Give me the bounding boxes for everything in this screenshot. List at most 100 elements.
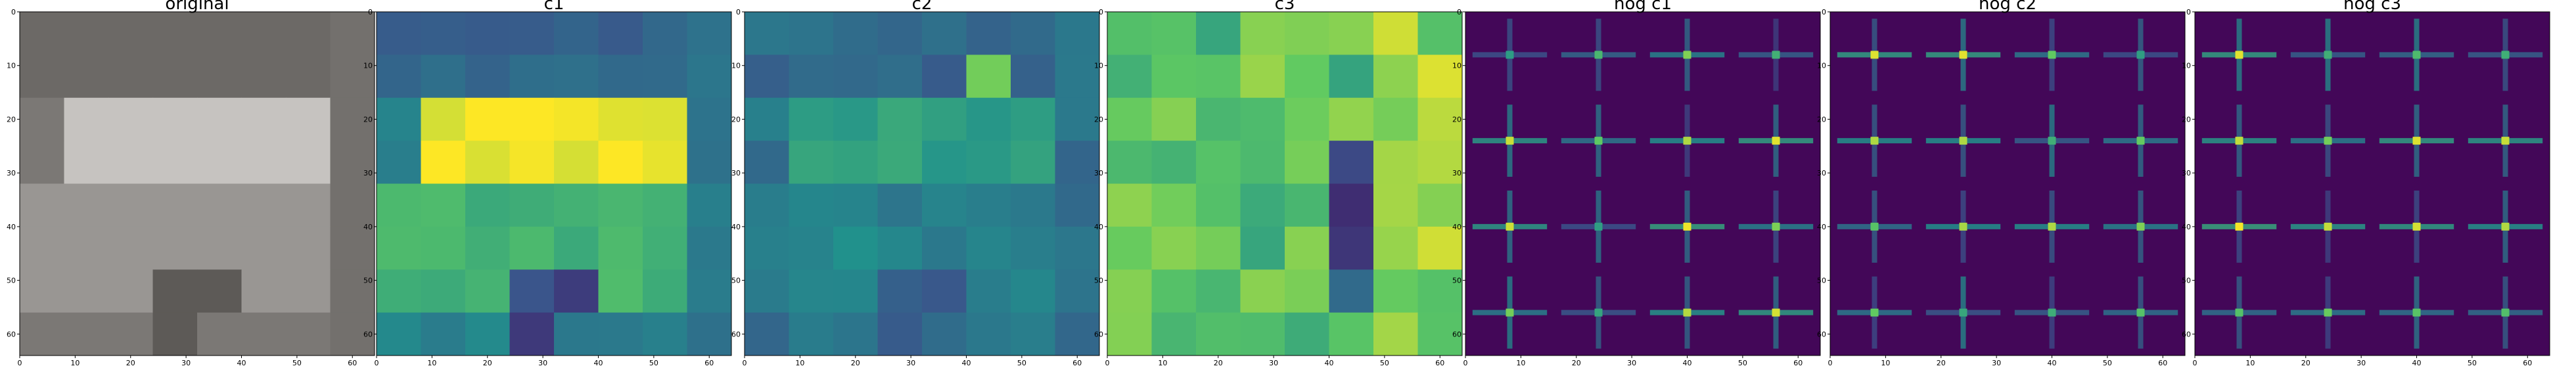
heatmap-cell (1417, 141, 1463, 184)
heatmap-cell (833, 55, 878, 99)
x-tick-label: 30 (538, 359, 547, 367)
hog-peak (2235, 51, 2243, 59)
x-tick-label: 10 (795, 359, 804, 367)
heatmap-cell (643, 141, 687, 184)
heatmap-cell (509, 12, 555, 55)
heatmap-cell (20, 12, 64, 55)
y-tick-label: 20 (1094, 115, 1103, 124)
heatmap-cell (745, 12, 789, 55)
heatmap-cell (330, 183, 375, 227)
heatmap-cell (877, 312, 923, 356)
x-tick-label: 0 (1105, 359, 1110, 367)
panel-title: c1 (544, 0, 564, 14)
panel-4: c3 0 10 20 30 40 50 60 0 10 20 30 40 50 60 (1094, 0, 1463, 367)
heatmap-cell (286, 141, 331, 184)
heatmap-cell (1329, 312, 1374, 356)
panel-5: hog c1 0 10 20 30 40 50 60 0 10 20 30 40 50 60 (1452, 0, 1821, 367)
heatmap-cell (509, 183, 555, 227)
heatmap-cell (377, 269, 421, 313)
heatmap-cell (554, 312, 599, 356)
panel-title: c3 (1275, 0, 1295, 14)
x-tick-label: 0 (1463, 359, 1468, 367)
x-tick-label: 10 (427, 359, 436, 367)
hog-peak (1683, 137, 1691, 145)
heatmap-cell (922, 183, 967, 227)
y-tick-label: 20 (7, 115, 16, 124)
heatmap-cell (1151, 269, 1197, 313)
heatmap-cell (1373, 141, 1418, 184)
heatmap-cell (197, 55, 242, 99)
heatmap-cell (643, 312, 687, 356)
heatmap-cell (1240, 269, 1285, 313)
x-tick-label: 0 (1828, 359, 1833, 367)
heatmap-cell (108, 183, 153, 227)
x-tick-label: 60 (704, 359, 714, 367)
heatmap-cell (554, 141, 599, 184)
x-tick-label: 60 (1793, 359, 1803, 367)
heatmap-cell (1196, 226, 1241, 270)
heatmap-cell (1151, 183, 1197, 227)
heatmap-cell (1417, 183, 1463, 227)
heatmap-cell (833, 312, 878, 356)
hog-peak (2412, 137, 2421, 145)
heatmap-cell (1240, 97, 1285, 141)
heatmap-cell (421, 55, 466, 99)
x-tick-label: 40 (594, 359, 603, 367)
axes-frame (1107, 11, 1463, 356)
heatmap-cell (687, 141, 732, 184)
heatmap-cell (1240, 312, 1285, 356)
hog-peak (1870, 222, 1879, 231)
heatmap-cell (687, 226, 732, 270)
x-tick-label: 10 (2245, 359, 2255, 367)
heatmap-cell (20, 269, 64, 313)
y-tick-label: 20 (2182, 115, 2191, 124)
y-tick-label: 50 (1817, 277, 1826, 285)
heatmap-cell (465, 141, 510, 184)
heatmap-cell (20, 226, 64, 270)
heatmap-cell (1107, 183, 1152, 227)
x-tick-label: 30 (1269, 359, 1278, 367)
heatmap-cell (554, 55, 599, 99)
hog-peak (2136, 137, 2145, 145)
x-tick-label: 50 (1017, 359, 1026, 367)
heatmap-cell (108, 226, 153, 270)
y-tick-label: 30 (2182, 169, 2191, 177)
heatmap-cell (1329, 269, 1374, 313)
heatmap-cell (833, 141, 878, 184)
y-tick-label: 60 (7, 330, 16, 338)
panel-7: hog c3 0 10 20 30 40 50 60 0 10 20 30 40 50 60 (2182, 0, 2550, 367)
heatmap-cell (789, 12, 834, 55)
heatmap-cell (152, 183, 198, 227)
heatmap-cell (833, 226, 878, 270)
heatmap-cell (554, 12, 599, 55)
heatmap-cell (20, 97, 64, 141)
heatmap-cell (833, 97, 878, 141)
x-tick-label: 0 (375, 359, 379, 367)
hog-peak (1506, 222, 1514, 231)
heatmap-cell (598, 55, 643, 99)
heatmap-cell (643, 269, 687, 313)
heatmap-cell (377, 12, 421, 55)
y-tick-label: 30 (363, 169, 373, 177)
panel-title: hog c3 (2343, 0, 2401, 14)
heatmap-cell (789, 141, 834, 184)
heatmap-cell (687, 183, 732, 227)
heatmap-cell (922, 55, 967, 99)
panel-1: original 0 10 20 30 40 50 60 0 10 20 30 40 50 60 (7, 0, 375, 367)
heatmap-cell (152, 141, 198, 184)
hog-peak (2136, 222, 2145, 231)
y-tick-label: 10 (1817, 62, 1826, 70)
axes-frame (1829, 11, 2186, 356)
heatmap-cell (745, 183, 789, 227)
y-tick-label: 60 (1452, 330, 1461, 338)
x-tick-label: 60 (2158, 359, 2167, 367)
x-tick-label: 10 (1516, 359, 1525, 367)
hog-peak (1772, 308, 1780, 317)
hog-peak (2048, 222, 2056, 231)
heatmap-cell (1055, 141, 1100, 184)
heatmap-cell (1055, 97, 1100, 141)
hog-peak (1959, 222, 1967, 231)
heatmap-cell (465, 55, 510, 99)
y-tick-label: 10 (1452, 62, 1461, 70)
y-tick-label: 50 (7, 277, 16, 285)
